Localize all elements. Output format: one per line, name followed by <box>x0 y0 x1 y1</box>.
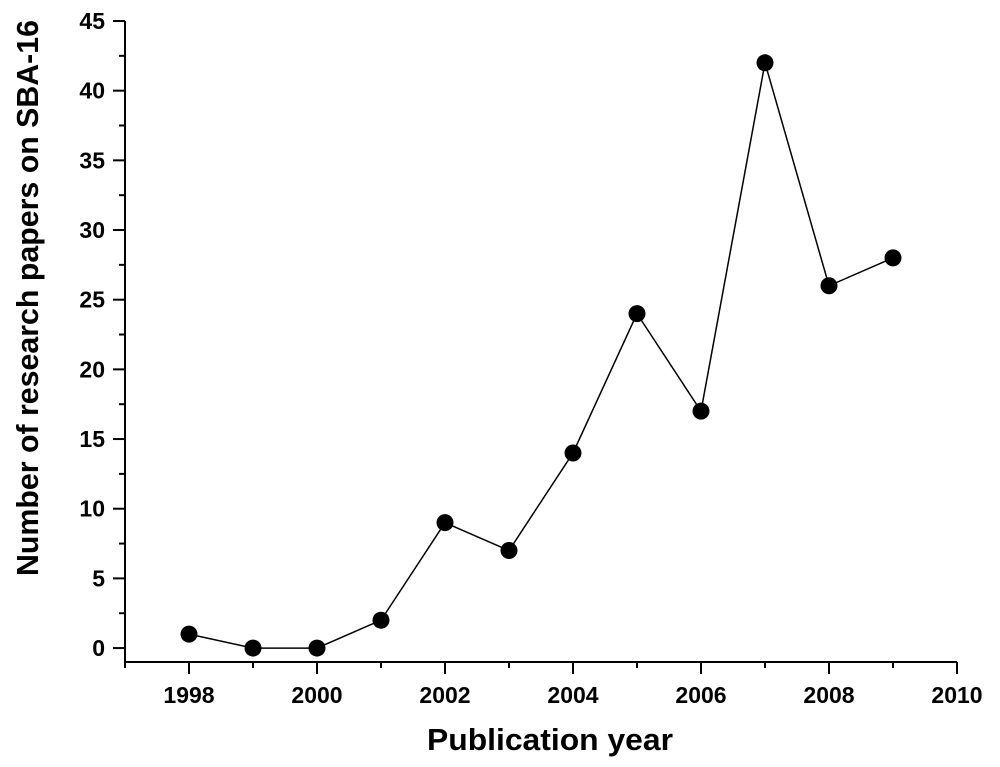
data-point <box>180 625 198 643</box>
axes <box>124 21 957 663</box>
data-series <box>180 54 902 657</box>
x-tick-label: 2000 <box>291 682 342 708</box>
y-tick-label: 10 <box>79 496 105 522</box>
data-point <box>628 305 646 323</box>
series-line <box>188 62 894 649</box>
data-point <box>436 514 454 532</box>
y-tick-label: 25 <box>79 287 105 313</box>
y-axis-ticks: 0 5 10 15 20 25 30 35 40 45 <box>79 8 125 661</box>
data-point <box>692 402 710 420</box>
series-points <box>180 54 902 657</box>
data-point <box>308 639 326 657</box>
data-point <box>756 54 774 72</box>
x-tick-label: 2008 <box>803 682 854 708</box>
y-tick-label: 0 <box>92 635 105 661</box>
y-axis-title: Number of research papers on SBA-16 <box>10 20 45 576</box>
x-tick-label: 2010 <box>931 682 982 708</box>
x-tick-label: 2004 <box>547 682 598 708</box>
y-tick-label: 30 <box>79 217 105 243</box>
y-tick-label: 5 <box>92 565 105 591</box>
y-tick-label: 20 <box>79 356 105 382</box>
data-point <box>244 639 262 657</box>
data-point <box>372 611 390 629</box>
x-axis-title: Publication year <box>427 722 673 757</box>
x-tick-label: 2006 <box>675 682 726 708</box>
data-point <box>500 542 518 560</box>
data-point <box>820 277 838 295</box>
x-axis-ticks: 1998 2000 2002 2004 2006 2008 2010 <box>124 662 983 708</box>
data-point <box>564 444 582 462</box>
data-point <box>884 249 902 267</box>
y-tick-label: 15 <box>79 426 105 452</box>
y-tick-label: 40 <box>79 78 105 104</box>
y-tick-label: 45 <box>79 8 105 34</box>
y-tick-label: 35 <box>79 147 105 173</box>
x-tick-label: 2002 <box>419 682 470 708</box>
x-tick-label: 1998 <box>163 682 214 708</box>
